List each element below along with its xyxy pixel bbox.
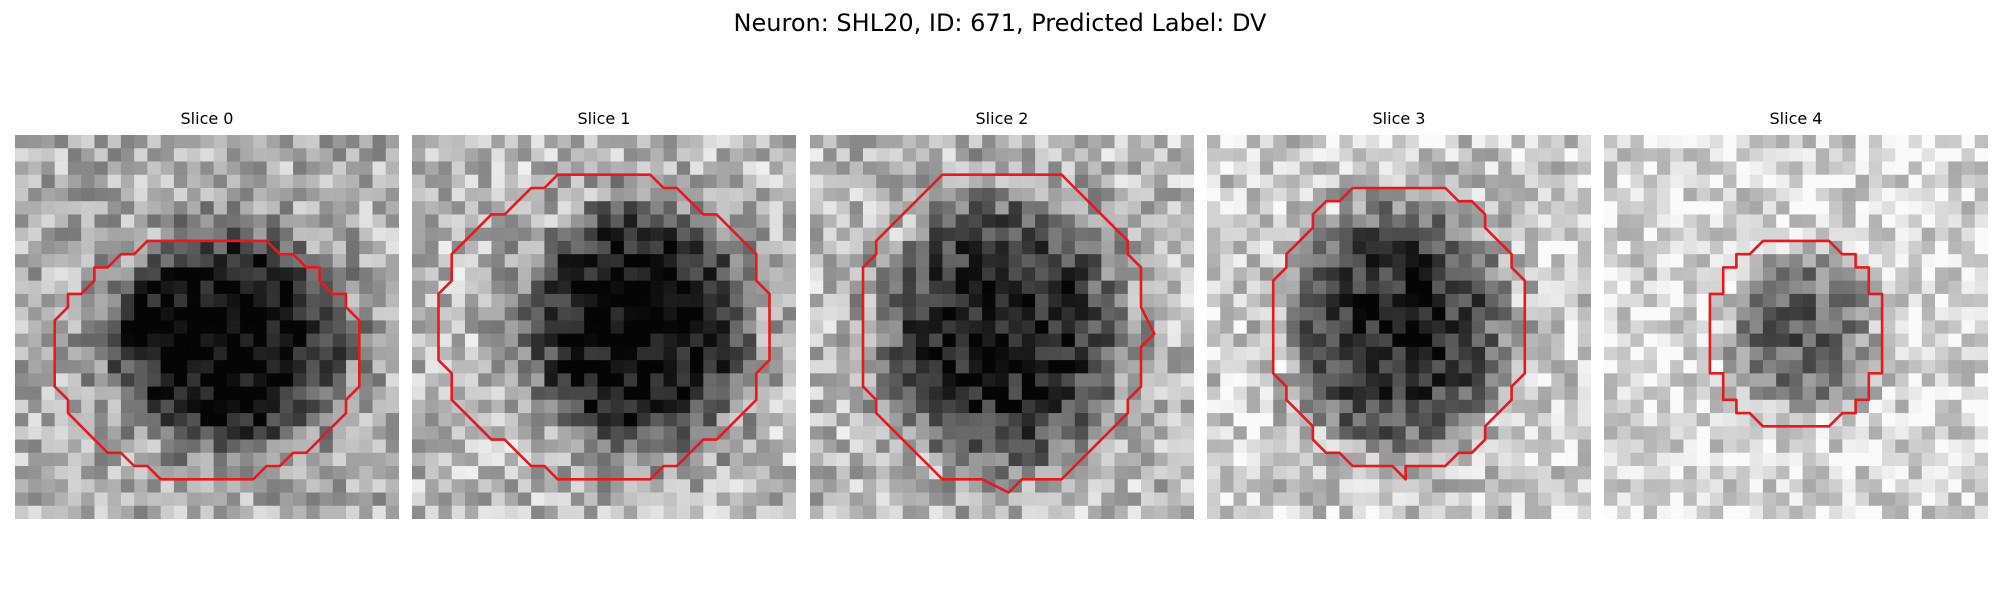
cell-contour — [437, 173, 771, 481]
pixel-grid — [15, 135, 399, 519]
slice-title-4: Slice 4 — [1769, 109, 1823, 128]
slice-image-4 — [1604, 135, 1988, 519]
slice-title-0: Slice 0 — [180, 109, 234, 128]
slice-image-1 — [412, 135, 796, 519]
pixel-grid — [810, 135, 1194, 519]
cell-contour — [1271, 186, 1527, 481]
slice-title-1: Slice 1 — [577, 109, 631, 128]
cell-contour — [861, 173, 1156, 494]
slice-title-2: Slice 2 — [975, 109, 1029, 128]
slice-image-3 — [1207, 135, 1591, 519]
slice-title-3: Slice 3 — [1372, 109, 1426, 128]
pixel-grid — [1207, 135, 1591, 519]
slice-image-2 — [810, 135, 1194, 519]
slice-image-0 — [15, 135, 399, 519]
pixel-grid — [1604, 135, 1988, 519]
cell-contour — [53, 239, 361, 481]
figure-title: Neuron: SHL20, ID: 671, Predicted Label:… — [733, 9, 1267, 37]
pixel-grid — [412, 135, 796, 519]
cell-contour — [1708, 239, 1884, 428]
